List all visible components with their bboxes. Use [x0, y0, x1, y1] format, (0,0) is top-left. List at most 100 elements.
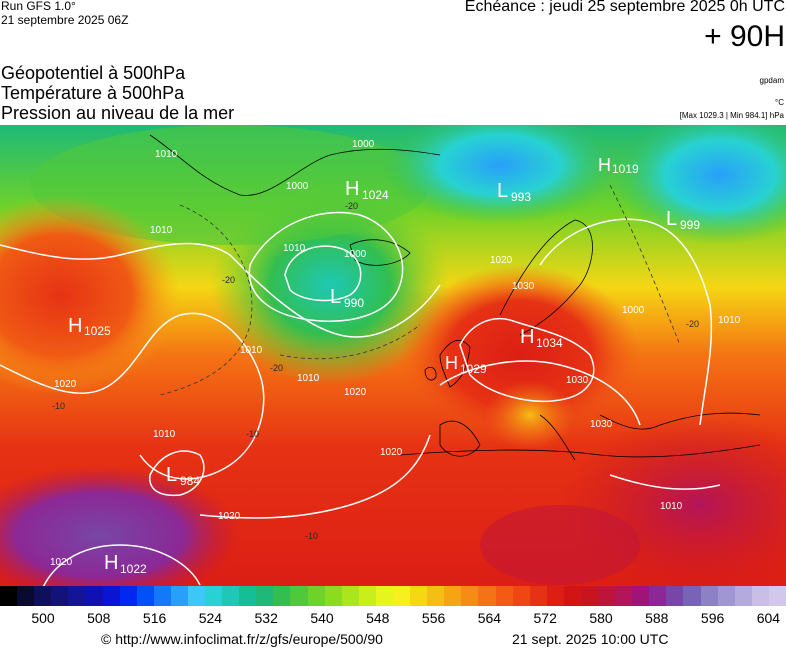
- isobar-label: 1030: [512, 281, 535, 292]
- isobar-label: 1020: [344, 387, 367, 398]
- weather-map: H 1024 L 990 L 993 H 1019 L 999 H 1025 H…: [0, 125, 786, 586]
- legend-swatch: [649, 586, 667, 606]
- legend-tick-label: 540: [310, 610, 334, 626]
- isobar-label: 1010: [240, 345, 263, 356]
- legend-swatch: [0, 586, 18, 606]
- warm-spot-alps: [485, 380, 575, 450]
- iceland-coast: [349, 239, 411, 266]
- unit-gpdam: gpdam: [759, 76, 784, 85]
- isotherm-minus20-east: [609, 184, 681, 346]
- isobar-label: 1020: [218, 511, 241, 522]
- isotherms: [159, 184, 681, 396]
- temp-label: -20: [345, 201, 358, 211]
- ireland-coast: [424, 366, 437, 381]
- high-center-value: 1022: [120, 562, 147, 576]
- legend-swatch: [136, 586, 155, 606]
- isobar-label: 1000: [352, 139, 375, 150]
- legend-swatch: [529, 586, 548, 606]
- minmax-pressure: [Max 1029.3 | Min 984.1] hPa: [679, 111, 784, 120]
- legend-swatch: [461, 586, 479, 606]
- isobar-label: 1000: [344, 249, 367, 260]
- legend-swatch: [512, 586, 531, 606]
- high-center-letter: H: [104, 552, 118, 574]
- legend-swatch: [444, 586, 462, 606]
- legend-swatch: [17, 586, 35, 606]
- low-center-value: 999: [680, 218, 700, 232]
- greenland-coast: [149, 134, 441, 196]
- legend-swatch: [700, 586, 719, 606]
- legend-tick-label: 564: [477, 610, 502, 626]
- low-center-value: 984: [180, 474, 200, 488]
- low-center-letter: L: [497, 180, 508, 202]
- legend-swatch: [717, 586, 736, 606]
- legend-tick-label: 508: [87, 610, 111, 626]
- isobar-1020-europe: [439, 360, 641, 426]
- legend-swatch: [751, 586, 770, 606]
- legend-swatch: [307, 586, 326, 606]
- color-legend: [0, 586, 786, 606]
- isobar-1030-high: [459, 318, 595, 402]
- temp-label: -10: [246, 429, 259, 439]
- legend-swatch: [734, 586, 753, 606]
- isotherm-minus20-west: [159, 204, 253, 396]
- low-center-letter: L: [330, 286, 341, 308]
- valid-time: Echéance : jeudi 25 septembre 2025 0h UT…: [464, 0, 785, 15]
- isobar-labels: 1000 1000 1000 1010 1010 1010 1010 1010 …: [50, 139, 741, 568]
- isobar-label: 1020: [50, 557, 73, 568]
- legend-swatch: [85, 586, 103, 606]
- italy-coast: [539, 414, 576, 461]
- isobars: [0, 211, 721, 586]
- isobar-label: 1010: [150, 225, 173, 236]
- high-center-value: 1029: [460, 362, 487, 376]
- high-center-value: 1034: [536, 336, 563, 350]
- legend-tick-label: 500: [31, 610, 55, 626]
- hot-region-north-africa: [480, 505, 640, 585]
- legend-swatch: [375, 586, 394, 606]
- legend-swatch: [427, 586, 445, 606]
- isobar-label: 1010: [718, 315, 741, 326]
- legend-swatch: [358, 586, 377, 606]
- legend-swatch: [768, 586, 786, 606]
- high-center-letter: H: [345, 178, 359, 200]
- isobar-label: 1000: [286, 181, 309, 192]
- isobar-1010-north: [0, 242, 441, 338]
- legend-swatch: [153, 586, 172, 606]
- isobar-label: 1030: [566, 375, 589, 386]
- cold-region-russia: [610, 125, 786, 245]
- low-center-value: 990: [344, 296, 364, 310]
- high-center-letter: H: [445, 353, 458, 373]
- legend-swatch: [341, 586, 360, 606]
- legend-swatch: [410, 586, 428, 606]
- high-center-letter: H: [68, 315, 82, 337]
- legend-swatch: [598, 586, 616, 606]
- isobar-984-low: [149, 450, 205, 497]
- isobar-1020-west: [0, 312, 265, 480]
- legend-swatch: [170, 586, 189, 606]
- isobar-label: 1010: [283, 243, 306, 254]
- isobar-1010-southeast: [609, 474, 721, 490]
- cold-region-norway-sea: [380, 125, 620, 225]
- legend-swatch: [546, 586, 565, 606]
- temp-label: -20: [222, 275, 235, 285]
- isobar-label: 1010: [297, 373, 320, 384]
- coastlines: [149, 134, 761, 461]
- isotherm-minus20-central: [279, 324, 421, 360]
- high-center-value: 1019: [612, 162, 639, 176]
- legend-swatch: [119, 586, 138, 606]
- isobar-label: 1010: [153, 429, 176, 440]
- legend-swatch: [34, 586, 52, 606]
- scandinavia-coast: [499, 219, 593, 336]
- legend-swatch: [102, 586, 121, 606]
- title-temperature: Température à 500hPa: [1, 83, 185, 103]
- legend-swatch: [615, 586, 633, 606]
- legend-swatch: [68, 586, 86, 606]
- high-center-value: 1025: [84, 324, 111, 338]
- source-url: © http://www.infoclimat.fr/z/gfs/europe/…: [101, 631, 383, 647]
- legend-swatch: [393, 586, 411, 606]
- legend-swatch: [205, 586, 223, 606]
- isobar-label: 1020: [54, 379, 77, 390]
- isobar-label: 1020: [490, 255, 513, 266]
- legend-tick-label: 588: [645, 610, 669, 626]
- legend-swatch: [256, 586, 274, 606]
- legend-swatch: [632, 586, 650, 606]
